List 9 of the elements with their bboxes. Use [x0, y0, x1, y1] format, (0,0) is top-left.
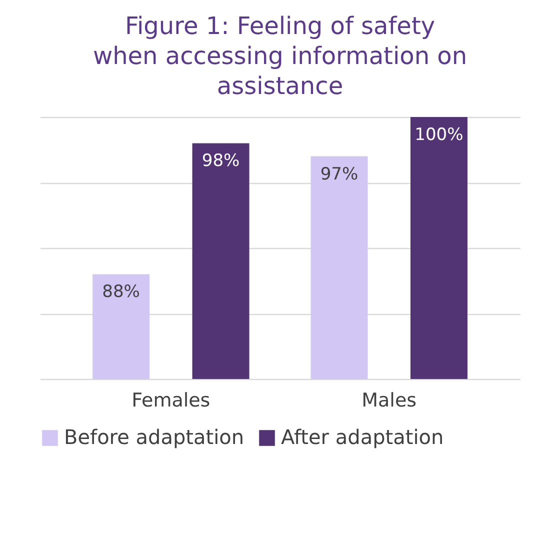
data-label: 88%: [102, 282, 140, 302]
legend-label: Before adaptation: [64, 425, 244, 449]
x-tick-label: Females: [132, 390, 210, 412]
data-label: 100%: [414, 125, 464, 145]
legend-label: After adaptation: [281, 425, 444, 449]
data-label: 98%: [202, 151, 240, 172]
chart-title: Figure 1: Feeling of safety when accessing information on assistance: [92, 12, 468, 100]
x-tick-label: Males: [362, 390, 417, 412]
data-label: 97%: [320, 164, 358, 184]
